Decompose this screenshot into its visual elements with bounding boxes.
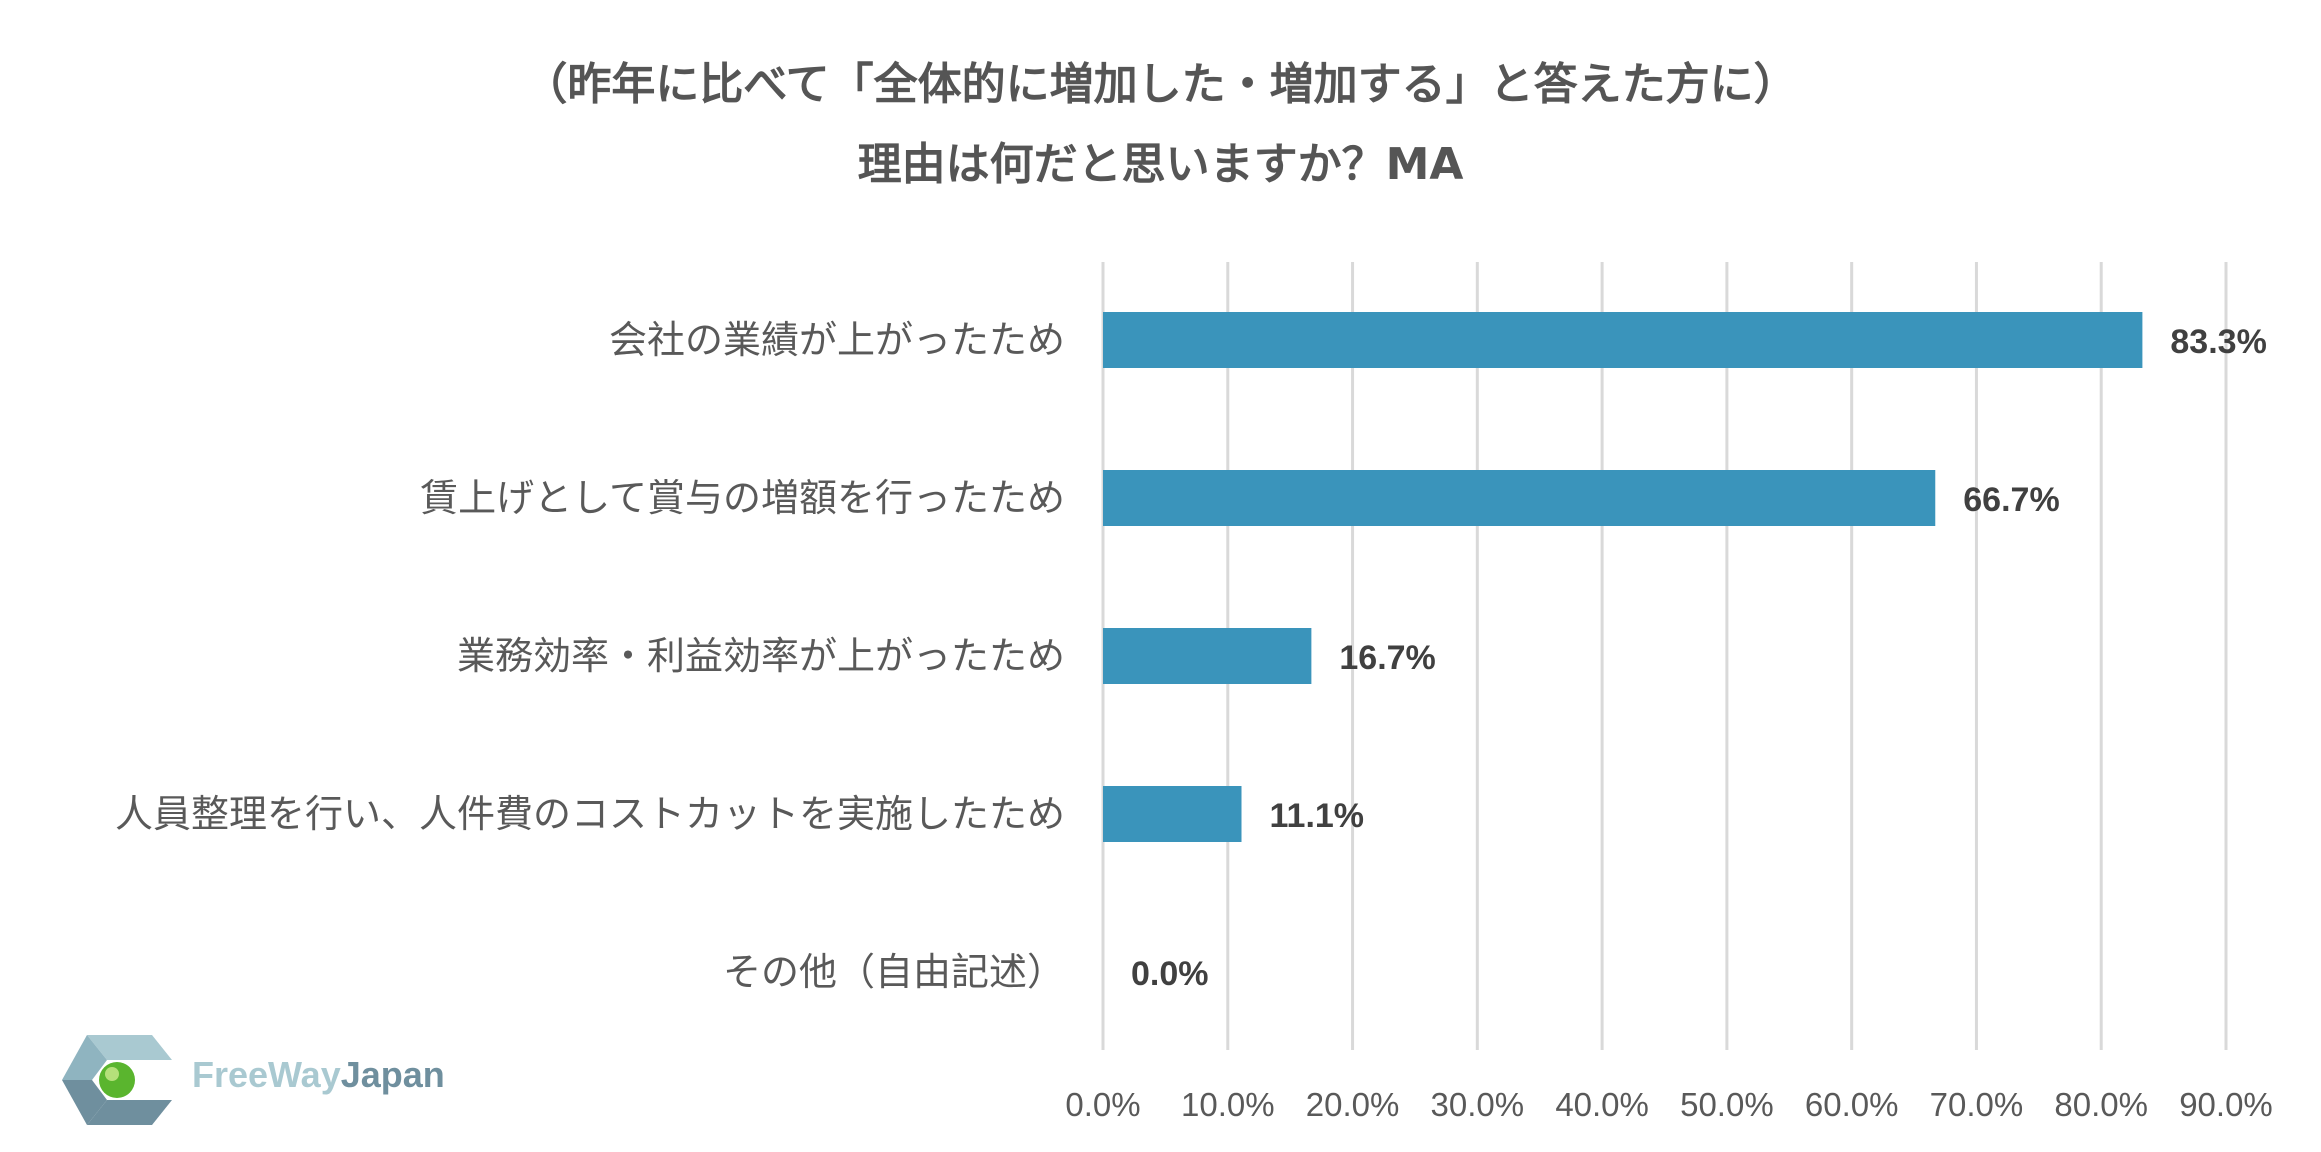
category-labels: 会社の業績が上がったため賃上げとして賞与の増額を行ったため業務効率・利益効率が上… <box>115 318 1065 994</box>
value-label: 11.1% <box>1270 797 1365 835</box>
value-label: 0.0% <box>1131 955 1209 993</box>
x-tick-label: 40.0% <box>1555 1086 1649 1123</box>
category-label: 会社の業績が上がったため <box>609 318 1065 362</box>
x-tick-label: 0.0% <box>1065 1086 1140 1123</box>
x-axis-tick-labels: 0.0% 10.0% 20.0% 30.0% 40.0% 50.0% 60.0% 70.0% 8… <box>1065 1086 2272 1123</box>
gridlines <box>1101 262 2228 1050</box>
bar <box>1103 470 1936 526</box>
x-tick-label: 50.0% <box>1680 1086 1774 1123</box>
x-tick-label: 90.0% <box>2179 1086 2273 1123</box>
x-tick-label: 60.0% <box>1805 1086 1899 1123</box>
freewayjapan-logo: FreeWayJapan <box>62 1030 462 1130</box>
x-tick-label: 80.0% <box>2054 1086 2148 1123</box>
bar <box>1103 312 2143 368</box>
category-label: 人員整理を行い、人件費のコストカットを実施したため <box>115 792 1065 836</box>
x-tick-label: 20.0% <box>1306 1086 1400 1123</box>
bar <box>1103 786 1242 842</box>
x-tick-label: 30.0% <box>1431 1086 1525 1123</box>
chart-title-line-1: （昨年に比べて「全体的に増加した・増加する」と答えた方に） <box>523 59 1798 110</box>
logo-mark-icon <box>62 1035 172 1125</box>
category-label: 業務効率・利益効率が上がったため <box>457 634 1065 678</box>
value-label: 16.7% <box>1339 639 1435 677</box>
category-label: その他（自由記述） <box>723 950 1065 994</box>
bar <box>1103 628 1312 684</box>
logo-text-japan: Japan <box>340 1054 445 1095</box>
value-labels: 83.3% 66.7% 16.7% 11.1% 0.0% <box>1131 323 2267 993</box>
logo-text: FreeWayJapan <box>192 1054 445 1096</box>
value-label: 83.3% <box>2170 323 2266 361</box>
logo-text-free: FreeWay <box>192 1054 341 1095</box>
x-tick-label: 70.0% <box>1930 1086 2024 1123</box>
bars <box>1103 312 2143 842</box>
chart-title-line-2: 理由は何だと思いますか？MA <box>857 139 1464 190</box>
x-tick-label: 10.0% <box>1181 1086 1275 1123</box>
value-label: 66.7% <box>1963 481 2059 519</box>
category-label: 賃上げとして賞与の増額を行ったため <box>420 476 1065 520</box>
